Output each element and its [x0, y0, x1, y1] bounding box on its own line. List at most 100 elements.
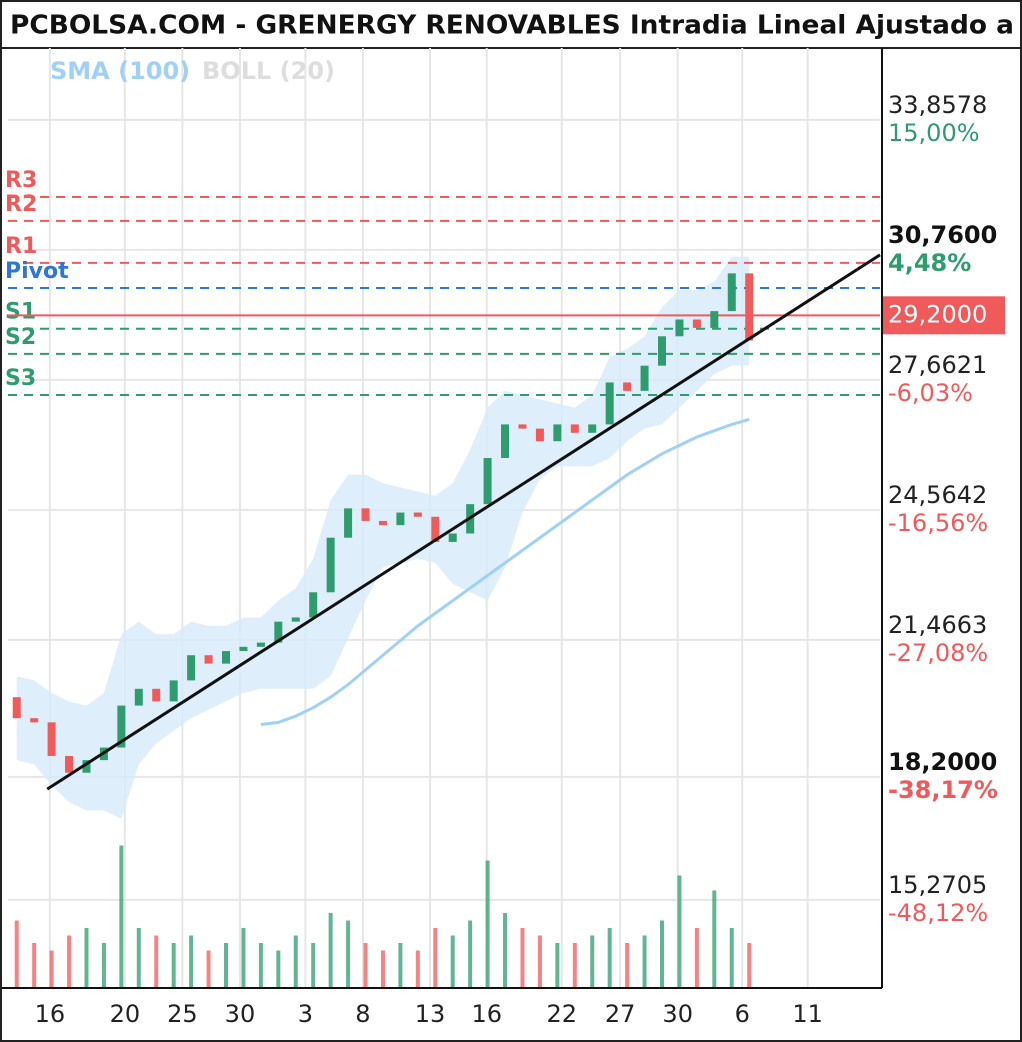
volume-bar [468, 920, 473, 988]
x-tick-label: 30 [662, 1000, 693, 1028]
volume-bar [363, 943, 368, 988]
volume-bar [276, 950, 281, 988]
candle-body [361, 508, 370, 521]
candle-body [588, 424, 597, 433]
candle-body [413, 512, 422, 517]
legend-entry: BOLL (20) [202, 57, 335, 85]
y-tick-change: -6,03% [888, 379, 973, 407]
volume-bar [520, 928, 525, 988]
volume-bar [677, 875, 682, 988]
volume-bar [14, 920, 19, 988]
volume-bar [537, 935, 542, 988]
candle-body [675, 319, 684, 337]
x-tick-label: 16 [35, 1000, 66, 1028]
candle-body [152, 688, 161, 702]
low-label: 18,2000 [888, 748, 997, 776]
candle-body [553, 424, 562, 442]
candle-body [640, 365, 649, 391]
candle-body [483, 457, 492, 505]
volume-bar [625, 943, 630, 988]
volume-bar [380, 950, 385, 988]
candle-body [396, 512, 405, 526]
volume-bar [136, 928, 141, 988]
candle-body [326, 537, 335, 593]
volume-bar [32, 943, 37, 988]
volume-bar [311, 943, 316, 988]
volume-bar [694, 928, 699, 988]
candle-body [431, 516, 440, 542]
volume-bar [84, 928, 89, 988]
y-tick-label: 15,2705 [888, 871, 987, 899]
level-label: R1 [5, 234, 37, 259]
y-tick-change: 15,00% [888, 119, 980, 147]
volume-bar [572, 943, 577, 988]
volume-bar [49, 950, 54, 988]
y-tick-change: -27,08% [888, 639, 988, 667]
volume-bar [660, 920, 664, 988]
candle-body [222, 651, 230, 664]
volume-bar [241, 928, 246, 988]
volume-bar [415, 950, 420, 988]
volume-bar [171, 943, 176, 988]
candle-body [82, 760, 91, 773]
volume-bar [590, 935, 595, 988]
last-price-label: 29,2000 [888, 300, 987, 328]
candle-body [134, 688, 143, 706]
low-change: -38,17% [888, 776, 998, 804]
candle-body [692, 319, 701, 328]
trendline [46, 253, 881, 791]
volume-bar [747, 943, 752, 988]
volume-bar [729, 928, 734, 988]
candle-body [256, 642, 265, 647]
chart-title: PCBOLSA.COM - GRENERGY RENOVABLES Intrad… [10, 11, 1014, 41]
x-tick-label: 8 [355, 1000, 370, 1028]
volume-bar [293, 935, 298, 988]
candle-body [12, 697, 21, 719]
candle-body [30, 718, 39, 723]
candle-body [501, 424, 510, 458]
volume-bar [485, 860, 490, 988]
volume-bar [555, 943, 560, 988]
level-label: S3 [5, 366, 36, 391]
candle-body [570, 424, 579, 433]
volume-bar [346, 920, 351, 988]
level-label: S2 [5, 325, 36, 350]
candle-body [117, 705, 126, 748]
level-label: Pivot [5, 259, 69, 284]
candle-body [448, 533, 457, 542]
x-tick-label: 22 [546, 1000, 577, 1028]
candle-body [518, 424, 527, 429]
candle-body [291, 617, 300, 622]
candle-body [65, 755, 74, 773]
y-tick-label: 33,8578 [888, 91, 987, 119]
volume-bar [433, 928, 438, 988]
level-label: R3 [5, 168, 37, 193]
volume-bar [607, 928, 612, 988]
volume-bar [154, 935, 159, 988]
candle-body [309, 592, 318, 618]
volume-bar [642, 935, 647, 988]
candle-body [344, 508, 353, 538]
candle-body [204, 655, 213, 664]
y-tick-change: -48,12% [888, 899, 988, 927]
candle-body [745, 273, 754, 341]
y-tick-change: -16,56% [888, 509, 988, 537]
candle-body [623, 382, 632, 391]
legend-entry: SMA (100) [50, 57, 190, 85]
volume-bar [119, 845, 124, 988]
level-label: S1 [5, 300, 36, 325]
volume-bar [206, 950, 211, 988]
high-label: 30,7600 [888, 221, 997, 249]
volume-bar [101, 943, 106, 988]
volume-bar [67, 935, 72, 988]
x-tick-label: 11 [792, 1000, 823, 1028]
volume-bar [328, 913, 333, 988]
candle-body [658, 336, 666, 366]
volume-bar [712, 890, 717, 988]
candle-body [169, 680, 178, 702]
y-tick-label: 21,4663 [888, 611, 987, 639]
x-tick-label: 30 [225, 1000, 256, 1028]
candle-body [710, 311, 719, 328]
x-tick-label: 20 [110, 1000, 141, 1028]
